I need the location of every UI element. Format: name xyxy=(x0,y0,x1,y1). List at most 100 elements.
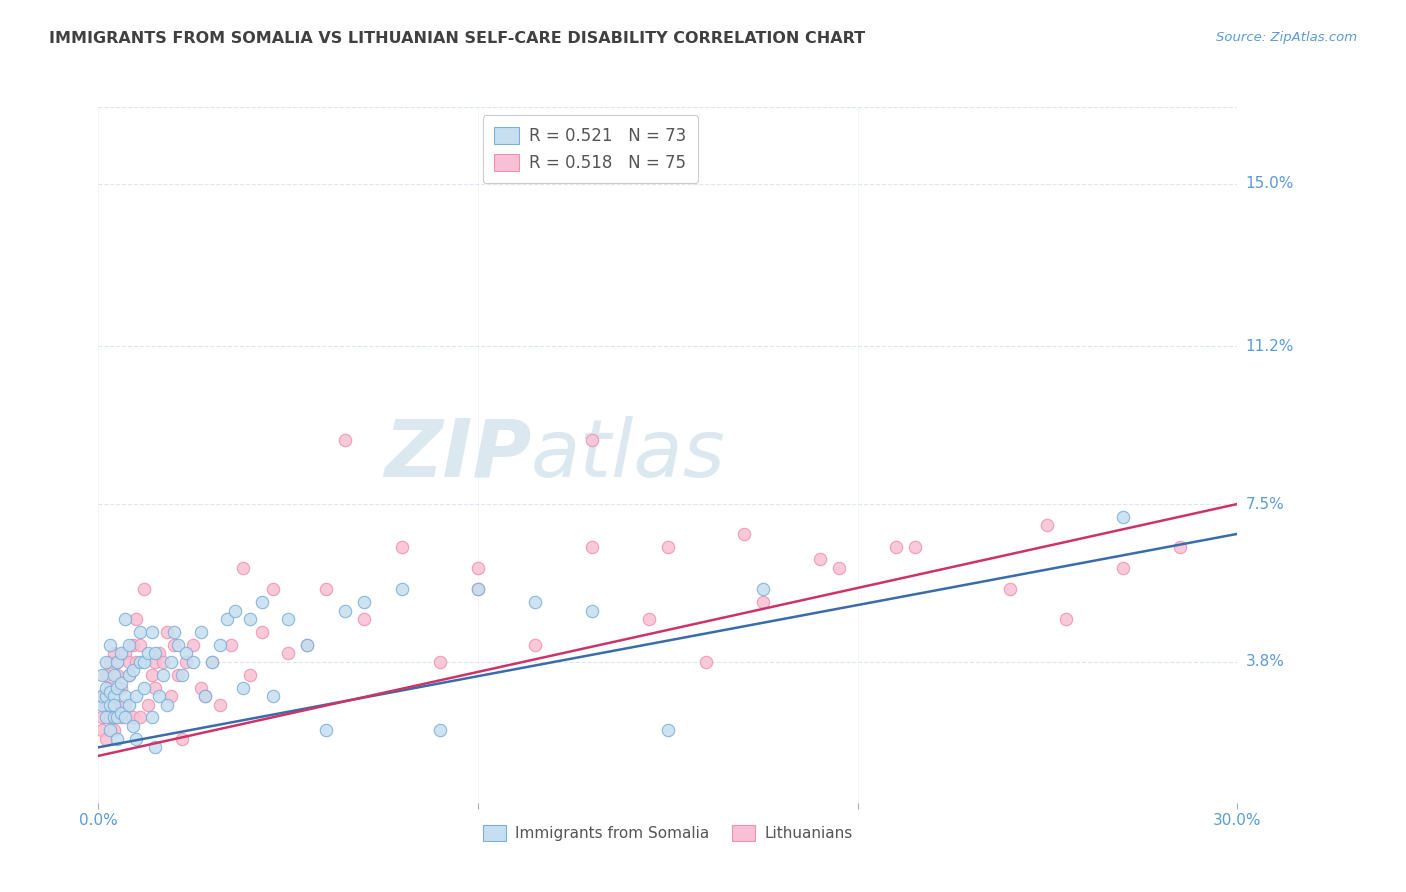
Point xyxy=(107,655,129,669)
Point xyxy=(190,625,212,640)
Point xyxy=(183,655,205,669)
Point xyxy=(581,540,603,554)
Point xyxy=(752,595,775,609)
Point xyxy=(201,655,224,669)
Text: IMMIGRANTS FROM SOMALIA VS LITHUANIAN SELF-CARE DISABILITY CORRELATION CHART: IMMIGRANTS FROM SOMALIA VS LITHUANIAN SE… xyxy=(49,31,865,46)
Point xyxy=(1170,540,1192,554)
Point xyxy=(94,689,117,703)
Text: 15.0%: 15.0% xyxy=(1246,177,1294,192)
Point xyxy=(884,540,907,554)
Point xyxy=(118,667,141,681)
Point xyxy=(145,655,167,669)
Point xyxy=(121,664,143,678)
Point xyxy=(114,698,136,712)
Point xyxy=(91,710,114,724)
Point xyxy=(91,689,114,703)
Point xyxy=(132,655,155,669)
Point xyxy=(94,698,117,712)
Point xyxy=(98,638,121,652)
Point xyxy=(217,612,239,626)
Point xyxy=(152,655,174,669)
Point xyxy=(129,710,152,724)
Point xyxy=(107,710,129,724)
Point xyxy=(250,595,273,609)
Point xyxy=(118,638,141,652)
Point xyxy=(262,689,284,703)
Point xyxy=(98,681,121,695)
Point xyxy=(808,552,831,566)
Text: Source: ZipAtlas.com: Source: ZipAtlas.com xyxy=(1216,31,1357,45)
Point xyxy=(145,647,167,661)
Point xyxy=(94,731,117,746)
Point xyxy=(94,710,117,724)
Text: atlas: atlas xyxy=(531,416,725,494)
Point xyxy=(121,719,143,733)
Point xyxy=(1036,518,1059,533)
Point xyxy=(467,582,489,597)
Point xyxy=(159,689,181,703)
Point xyxy=(125,731,148,746)
Point xyxy=(335,433,357,447)
Point xyxy=(297,638,319,652)
Point xyxy=(581,433,603,447)
Point xyxy=(183,638,205,652)
Point xyxy=(315,582,337,597)
Point xyxy=(141,667,163,681)
Point xyxy=(98,710,121,724)
Point xyxy=(103,647,125,661)
Legend: Immigrants from Somalia, Lithuanians: Immigrants from Somalia, Lithuanians xyxy=(477,819,859,847)
Point xyxy=(121,710,143,724)
Point xyxy=(125,612,148,626)
Point xyxy=(194,689,217,703)
Point xyxy=(581,604,603,618)
Point xyxy=(277,612,299,626)
Point xyxy=(110,681,132,695)
Point xyxy=(201,655,224,669)
Point xyxy=(208,638,231,652)
Point xyxy=(110,647,132,661)
Point xyxy=(132,681,155,695)
Point xyxy=(118,655,141,669)
Point xyxy=(221,638,243,652)
Point xyxy=(94,681,117,695)
Point xyxy=(904,540,927,554)
Point xyxy=(638,612,661,626)
Point xyxy=(998,582,1021,597)
Point xyxy=(1112,509,1135,524)
Point xyxy=(114,647,136,661)
Point xyxy=(429,655,451,669)
Point xyxy=(118,698,141,712)
Point xyxy=(152,667,174,681)
Point xyxy=(141,625,163,640)
Point xyxy=(297,638,319,652)
Point xyxy=(110,706,132,721)
Point xyxy=(136,647,159,661)
Text: 11.2%: 11.2% xyxy=(1246,339,1294,353)
Point xyxy=(94,667,117,681)
Point xyxy=(429,723,451,738)
Point xyxy=(733,527,755,541)
Point xyxy=(103,698,125,712)
Point xyxy=(335,604,357,618)
Point xyxy=(98,698,121,712)
Point xyxy=(98,655,121,669)
Point xyxy=(391,582,413,597)
Point xyxy=(141,710,163,724)
Point xyxy=(129,655,152,669)
Point xyxy=(190,681,212,695)
Point xyxy=(159,655,181,669)
Point xyxy=(156,698,179,712)
Point xyxy=(125,655,148,669)
Point xyxy=(129,625,152,640)
Point xyxy=(224,604,246,618)
Point xyxy=(170,731,193,746)
Point xyxy=(91,698,114,712)
Point xyxy=(91,667,114,681)
Point xyxy=(114,612,136,626)
Point xyxy=(107,681,129,695)
Point xyxy=(107,667,129,681)
Point xyxy=(232,561,254,575)
Point xyxy=(107,655,129,669)
Point xyxy=(167,667,190,681)
Point xyxy=(103,723,125,738)
